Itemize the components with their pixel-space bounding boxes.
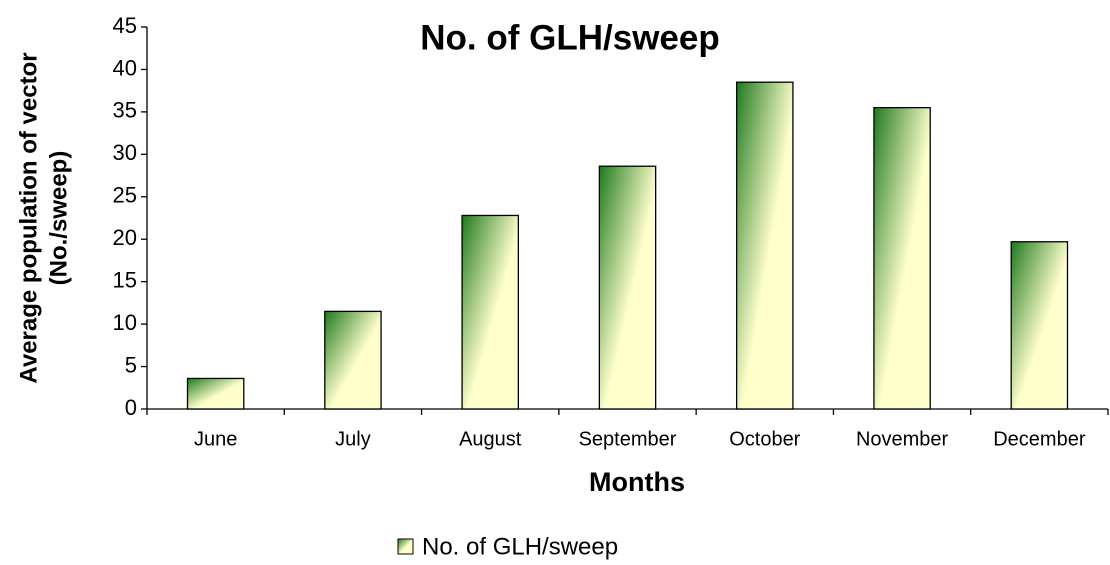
bar [873,106,931,410]
y-axis-title: Average population of vector (No./sweep) [15,52,72,383]
x-tick-label: September [579,428,677,450]
legend-label: No. of GLH/sweep [422,533,618,560]
x-tick-label: December [993,428,1086,450]
x-tick-label: June [194,428,237,450]
x-tick-label: August [459,428,522,450]
y-axis-title-line: (No./sweep) [45,151,72,286]
x-tick-label: November [856,428,949,450]
y-tick-label: 25 [113,183,137,208]
y-tick-label: 40 [113,55,137,80]
x-tick-label: July [335,428,371,450]
y-axis-title-line: Average population of vector [15,52,42,383]
x-axis-title: Months [589,467,685,497]
legend-swatch [397,538,414,555]
bar [324,310,382,410]
y-tick-label: 10 [113,310,137,335]
y-tick-label: 30 [113,140,137,165]
bar [1010,241,1069,410]
bar [186,377,245,410]
y-tick-label: 35 [113,98,137,123]
y-tick-label: 45 [113,13,137,38]
chart-title: No. of GLH/sweep [420,18,719,57]
bar [735,81,794,410]
y-tick-label: 20 [113,225,137,250]
bar [598,165,657,410]
x-tick-label: October [729,428,800,450]
y-tick-label: 0 [125,395,137,420]
y-tick-label: 15 [113,267,137,292]
bar [461,214,520,410]
y-tick-label: 5 [125,352,137,377]
